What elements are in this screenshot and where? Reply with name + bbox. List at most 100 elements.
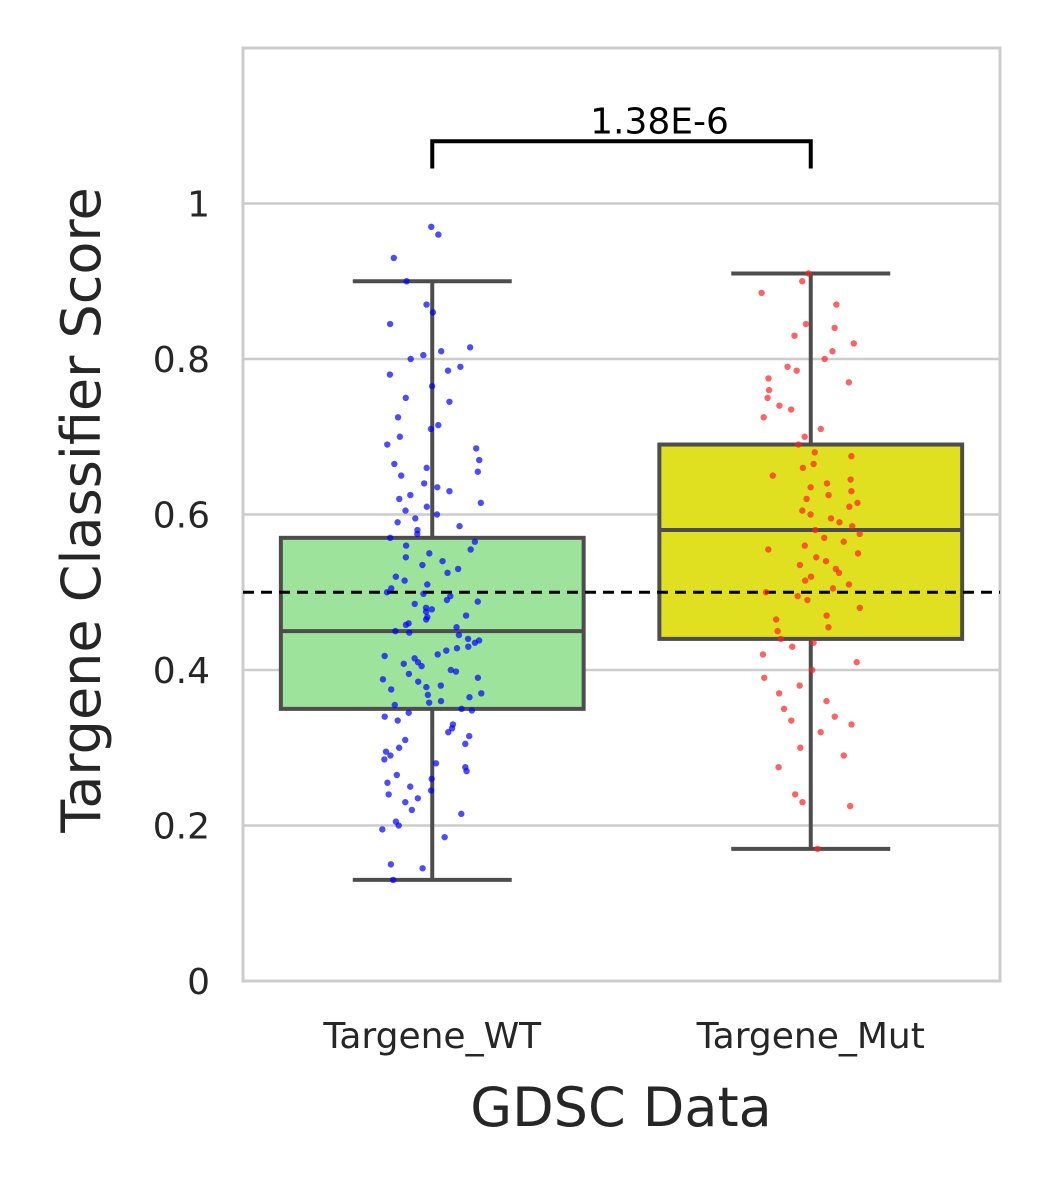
data-point (441, 833, 448, 841)
data-point (394, 717, 401, 724)
data-point (811, 449, 818, 456)
data-point (464, 635, 472, 643)
data-point (420, 351, 427, 359)
data-point (762, 589, 770, 596)
data-point (845, 379, 853, 386)
data-point (386, 320, 394, 328)
data-point (805, 270, 812, 277)
data-point (821, 355, 828, 363)
data-point (395, 744, 403, 751)
significance-annotation: 1.38E-6 (430, 101, 813, 169)
data-point (780, 705, 788, 713)
data-point (836, 519, 843, 526)
data-point (425, 699, 433, 706)
data-point (394, 519, 401, 526)
data-point (435, 421, 442, 429)
data-point (827, 515, 835, 522)
data-point (390, 254, 397, 262)
data-point (424, 581, 431, 588)
y-tick-label: 0 (187, 962, 210, 1003)
data-point (759, 651, 767, 658)
data-point (821, 534, 828, 542)
data-point (817, 729, 824, 736)
data-point (474, 674, 482, 681)
data-point (471, 639, 479, 646)
data-point (772, 616, 780, 623)
data-point (402, 554, 410, 561)
data-point (384, 441, 391, 448)
data-point (804, 596, 811, 604)
data-point (395, 822, 402, 829)
data-point (420, 590, 427, 598)
data-point (403, 278, 410, 285)
data-point (397, 472, 405, 479)
data-point (465, 643, 472, 650)
data-points (379, 223, 863, 884)
data-point (427, 425, 435, 433)
data-point (456, 522, 463, 530)
data-point (472, 445, 480, 452)
data-point (840, 752, 847, 759)
data-point (408, 806, 416, 814)
data-point (822, 557, 830, 565)
data-point (775, 763, 782, 771)
data-point (427, 787, 435, 794)
plot-area-frame (241, 46, 1002, 983)
data-point (807, 511, 814, 518)
data-point (414, 530, 421, 538)
data-point (428, 606, 436, 613)
y-tick-labels: 0 0.2 0.4 0.6 0.8 1 (153, 185, 210, 1004)
data-point (789, 643, 796, 650)
data-point (810, 639, 817, 646)
data-point (402, 507, 409, 514)
data-point (387, 534, 394, 542)
data-point (432, 760, 440, 767)
data-point (765, 386, 773, 394)
data-point (437, 697, 445, 705)
data-point (799, 507, 806, 514)
data-point (402, 621, 410, 629)
data-point (856, 530, 863, 538)
y-tick-label: 1 (187, 185, 210, 226)
data-point (850, 340, 857, 347)
data-point (474, 468, 482, 475)
data-point (437, 348, 445, 355)
data-point (810, 460, 817, 468)
data-point (423, 503, 431, 510)
data-point (853, 659, 860, 666)
data-point (796, 561, 804, 569)
data-point (433, 511, 441, 518)
data-point (769, 472, 776, 479)
data-point (791, 332, 798, 339)
data-point (833, 301, 840, 308)
x-axis-label: GDSC Data (470, 1076, 772, 1139)
data-point (835, 569, 843, 577)
y-tick-label: 0.6 (153, 496, 210, 537)
data-point (468, 707, 476, 714)
data-point (447, 666, 455, 674)
y-tick-label: 0.4 (153, 651, 210, 692)
data-point (387, 752, 394, 759)
y-axis-label: Targene Classifier Score (50, 187, 113, 833)
data-point (764, 394, 771, 402)
data-point (813, 554, 820, 561)
data-point (466, 732, 473, 740)
data-point (848, 487, 855, 495)
data-point (435, 231, 442, 238)
data-point (381, 652, 388, 660)
data-point (402, 394, 409, 402)
data-point (419, 561, 426, 569)
data-point (400, 660, 407, 667)
data-point (414, 795, 422, 802)
data-point (808, 666, 816, 674)
data-point (406, 629, 413, 636)
data-point (411, 600, 418, 608)
x-tick-label: Targene_WT (322, 1016, 542, 1057)
data-point (801, 577, 809, 584)
data-point (478, 690, 485, 697)
data-point (434, 484, 441, 491)
data-point (428, 383, 436, 390)
data-point (788, 717, 795, 724)
data-point (758, 289, 765, 297)
data-point (387, 686, 395, 693)
